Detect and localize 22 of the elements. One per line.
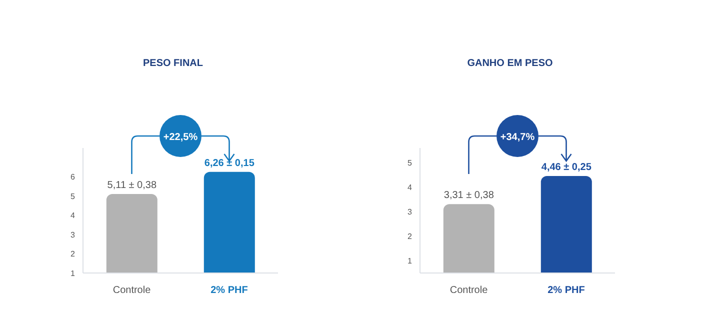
x-tick-label: 2% PHF [548, 285, 585, 296]
y-tick-label: 1 [408, 256, 413, 266]
data-label: 5,11 ± 0,38 [107, 180, 157, 191]
y-tick-label: 2 [408, 232, 413, 242]
data-label: 4,46 ± 0,25 [541, 162, 592, 173]
chart-title: GANHO EM PESO [466, 58, 554, 71]
x-tick-label: Controle [450, 285, 488, 296]
x-tick-label: 2% PHF [210, 285, 248, 296]
text: +22,5% [163, 132, 198, 143]
chart-title: PESO FINAL [142, 58, 204, 71]
y-tick-label: 3 [70, 230, 76, 240]
y-tick-label: 6 [70, 172, 76, 182]
y-tick-label: 5 [70, 192, 76, 201]
y-tick-label: 5 [408, 158, 413, 168]
y-tick-label: 4 [70, 211, 76, 220]
y-tick-label: 2 [70, 250, 76, 259]
y-tick-label: 1 [70, 268, 76, 278]
x-tick-label: Controle [112, 285, 152, 296]
text: +34,7% [500, 132, 535, 143]
data-label: 3,31 ± 0,38 [444, 190, 494, 202]
y-tick-label: 3 [408, 208, 413, 217]
y-tick-label: 4 [408, 183, 413, 192]
